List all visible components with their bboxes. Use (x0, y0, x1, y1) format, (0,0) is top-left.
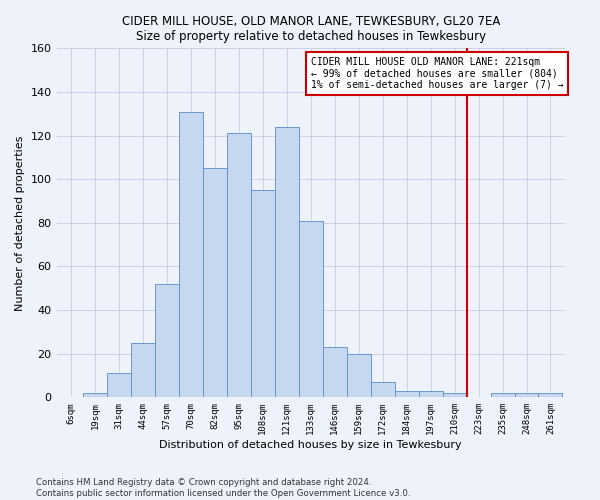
Title: CIDER MILL HOUSE, OLD MANOR LANE, TEWKESBURY, GL20 7EA
Size of property relative: CIDER MILL HOUSE, OLD MANOR LANE, TEWKES… (122, 15, 500, 43)
Bar (107, 374, 131, 398)
Bar (155, 284, 179, 398)
Bar (443, 393, 467, 398)
Bar (347, 354, 371, 398)
Bar (179, 112, 203, 398)
Bar (395, 391, 419, 398)
Bar (515, 393, 538, 398)
Bar (275, 127, 299, 398)
X-axis label: Distribution of detached houses by size in Tewkesbury: Distribution of detached houses by size … (160, 440, 462, 450)
Bar (491, 393, 515, 398)
Bar (419, 391, 443, 398)
Y-axis label: Number of detached properties: Number of detached properties (15, 135, 25, 310)
Text: CIDER MILL HOUSE OLD MANOR LANE: 221sqm
← 99% of detached houses are smaller (80: CIDER MILL HOUSE OLD MANOR LANE: 221sqm … (311, 57, 563, 90)
Bar (538, 393, 562, 398)
Bar (299, 220, 323, 398)
Bar (371, 382, 395, 398)
Bar (227, 134, 251, 398)
Text: Contains HM Land Registry data © Crown copyright and database right 2024.
Contai: Contains HM Land Registry data © Crown c… (36, 478, 410, 498)
Bar (83, 393, 107, 398)
Bar (251, 190, 275, 398)
Bar (131, 343, 155, 398)
Bar (323, 347, 347, 398)
Bar (203, 168, 227, 398)
